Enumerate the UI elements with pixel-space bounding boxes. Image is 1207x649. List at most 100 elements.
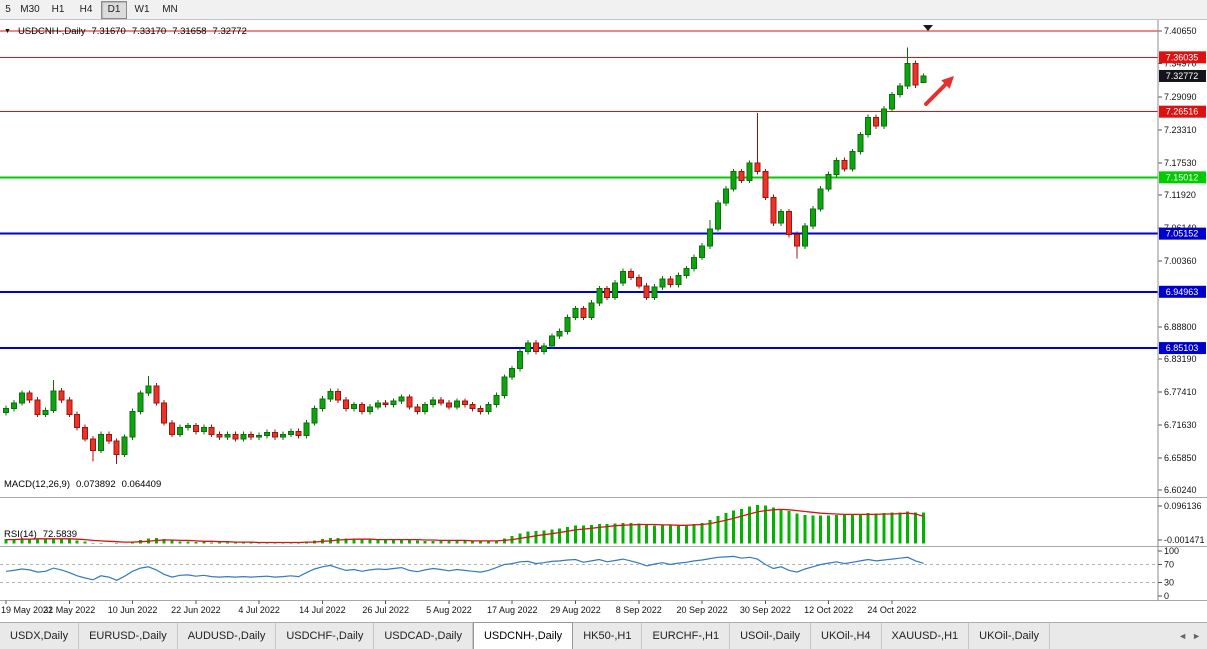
chart-tab-usdcnh-daily[interactable]: USDCNH-,Daily (472, 622, 574, 649)
annotations (923, 25, 954, 106)
timeframe-button-H4[interactable]: H4 (79, 3, 93, 15)
svg-text:6.85103: 6.85103 (1166, 343, 1199, 353)
svg-text:26 Jul 2022: 26 Jul 2022 (362, 605, 409, 615)
rsi-line (5, 555, 924, 581)
macd-signal-value: 0.064409 (121, 479, 162, 490)
svg-text:29 Aug 2022: 29 Aug 2022 (550, 605, 601, 615)
svg-text:7.26516: 7.26516 (1166, 107, 1199, 117)
macd-main-value: 0.073892 (76, 479, 116, 490)
svg-text:7.17530: 7.17530 (1164, 158, 1197, 168)
svg-text:0: 0 (1164, 591, 1169, 601)
svg-text:31 May 2022: 31 May 2022 (43, 605, 95, 615)
svg-text:7.40650: 7.40650 (1164, 26, 1197, 36)
chart-tab-usdx-daily[interactable]: USDX,Daily (0, 623, 80, 649)
svg-text:19 May 2022: 19 May 2022 (1, 605, 53, 615)
svg-text:12 Oct 2022: 12 Oct 2022 (804, 605, 853, 615)
chart-tab-usoil-daily[interactable]: USOil-,Daily (730, 623, 812, 649)
svg-text:5 Aug 2022: 5 Aug 2022 (426, 605, 472, 615)
svg-text:6.77410: 6.77410 (1164, 387, 1197, 397)
price-axis-labels: 7.40650 7.34970 7.29090 7.23310 7.17530 7.119… (1158, 26, 1197, 495)
svg-text:7.00360: 7.00360 (1164, 256, 1197, 266)
svg-text:10 Jun 2022: 10 Jun 2022 (108, 605, 158, 615)
svg-text:70: 70 (1164, 560, 1174, 570)
svg-text:0.096136: 0.096136 (1164, 501, 1202, 511)
price-axis-badges: 7.36035 7.26516 7.15012 7.05152 6.94963 6.851… (1159, 51, 1206, 355)
chart-close-value: 7.32772 (212, 26, 247, 37)
price-badge (1159, 171, 1206, 184)
svg-text:8 Sep 2022: 8 Sep 2022 (616, 605, 662, 615)
price-chart-canvas: 7.40650 7.34970 7.29090 7.23310 7.17530 7.119… (0, 20, 1207, 622)
svg-text:7.34970: 7.34970 (1164, 58, 1197, 68)
chart-open-value: 7.31670 (91, 26, 126, 37)
price-level-lines[interactable] (0, 30, 1158, 350)
timeframe-button-5[interactable]: 5 (5, 3, 11, 15)
timeframe-toolbar: 5 M30 H1 H4 D1 W1 MN (0, 0, 1207, 20)
svg-text:7.29090: 7.29090 (1164, 92, 1197, 102)
svg-text:100: 100 (1164, 546, 1179, 556)
svg-text:4 Jul 2022: 4 Jul 2022 (238, 605, 280, 615)
chart-tab-audusd-daily[interactable]: AUDUSD-,Daily (178, 623, 277, 649)
timeframe-button-D1[interactable]: D1 (101, 0, 127, 19)
trend-arrow-annotation[interactable] (924, 76, 954, 106)
svg-text:7.05152: 7.05152 (1166, 229, 1199, 239)
svg-text:6.88800: 6.88800 (1164, 322, 1197, 332)
timeframe-button-H1[interactable]: H1 (51, 3, 65, 15)
svg-text:7.32772: 7.32772 (1166, 71, 1199, 81)
chart-tab-usdcad-daily[interactable]: USDCAD-,Daily (374, 623, 473, 649)
rsi-indicator-label: RSI(14) 72.5839 (4, 529, 77, 540)
rsi-value: 72.5839 (42, 529, 78, 540)
svg-text:30 Sep 2022: 30 Sep 2022 (740, 605, 791, 615)
timeframe-button-W1[interactable]: W1 (134, 3, 150, 15)
macd-indicator-label: MACD(12,26,9) 0.073892 0.064409 (4, 479, 161, 490)
chart-tab-eurusd-daily[interactable]: EURUSD-,Daily (79, 623, 178, 649)
chart-tab-eurchf-h1[interactable]: EURCHF-,H1 (642, 623, 731, 649)
price-badge (1159, 105, 1206, 118)
svg-text:6.83190: 6.83190 (1164, 354, 1197, 364)
svg-text:6.94963: 6.94963 (1166, 287, 1199, 297)
price-badge (1159, 342, 1206, 355)
svg-text:7.36035: 7.36035 (1166, 52, 1199, 62)
chart-shift-marker-icon[interactable] (923, 25, 933, 31)
timeframe-button-MN[interactable]: MN (162, 3, 178, 15)
pane-separators (0, 20, 1207, 601)
price-badge (1159, 69, 1206, 82)
svg-text:7.15012: 7.15012 (1166, 172, 1199, 182)
chart-title: ▼ USDCNH-,Daily 7.31670 7.33170 7.31658 … (4, 26, 247, 37)
chart-tab-hk50-h1[interactable]: HK50-,H1 (573, 623, 643, 649)
timeframe-button-M30[interactable]: M30 (20, 3, 40, 15)
svg-text:6.65850: 6.65850 (1164, 453, 1197, 463)
chart-background (0, 20, 1207, 622)
svg-text:24 Oct 2022: 24 Oct 2022 (867, 605, 916, 615)
macd-pane: 0.096136 -0.001471 (4, 501, 1205, 545)
tab-scroll-left-icon[interactable]: ◄ (1178, 631, 1188, 641)
svg-text:17 Aug 2022: 17 Aug 2022 (487, 605, 538, 615)
chart-low-value: 7.31658 (172, 26, 207, 37)
chart-high-value: 7.33170 (131, 26, 167, 37)
chart-tab-usdchf-daily[interactable]: USDCHF-,Daily (276, 623, 375, 649)
chart-tab-ukoil-daily[interactable]: UKOil-,Daily (969, 623, 1051, 649)
svg-text:6.60240: 6.60240 (1164, 485, 1197, 495)
candles-layer (3, 47, 927, 464)
chart-tabs-bar: USDX,Daily EURUSD-,Daily AUDUSD-,Daily USDC… (0, 622, 1207, 649)
chart-window: 7.40650 7.34970 7.29090 7.23310 7.17530 7.119… (0, 20, 1207, 622)
price-badge (1159, 227, 1206, 240)
svg-text:7.23310: 7.23310 (1164, 125, 1197, 135)
tab-scroll-buttons: ◄ ► (1172, 623, 1207, 649)
chart-symbol-period: USDCNH-,Daily (17, 26, 86, 37)
tab-scroll-right-icon[interactable]: ► (1192, 631, 1201, 641)
svg-text:20 Sep 2022: 20 Sep 2022 (677, 605, 728, 615)
chart-menu-icon[interactable]: ▼ (4, 28, 11, 35)
macd-signal-line (6, 508, 924, 544)
svg-text:30: 30 (1164, 578, 1174, 588)
chart-tab-ukoil-h4[interactable]: UKOil-,H4 (811, 623, 882, 649)
svg-text:14 Jul 2022: 14 Jul 2022 (299, 605, 346, 615)
svg-text:7.11920: 7.11920 (1164, 190, 1196, 200)
price-badge (1159, 51, 1206, 64)
svg-text:6.71630: 6.71630 (1164, 420, 1197, 430)
rsi-pane: 100 70 30 0 (0, 546, 1179, 601)
chart-tab-xauusd-h1[interactable]: XAUUSD-,H1 (882, 623, 970, 649)
svg-text:-0.001471: -0.001471 (1164, 535, 1205, 545)
svg-text:22 Jun 2022: 22 Jun 2022 (171, 605, 221, 615)
rsi-name: RSI(14) (4, 529, 37, 540)
